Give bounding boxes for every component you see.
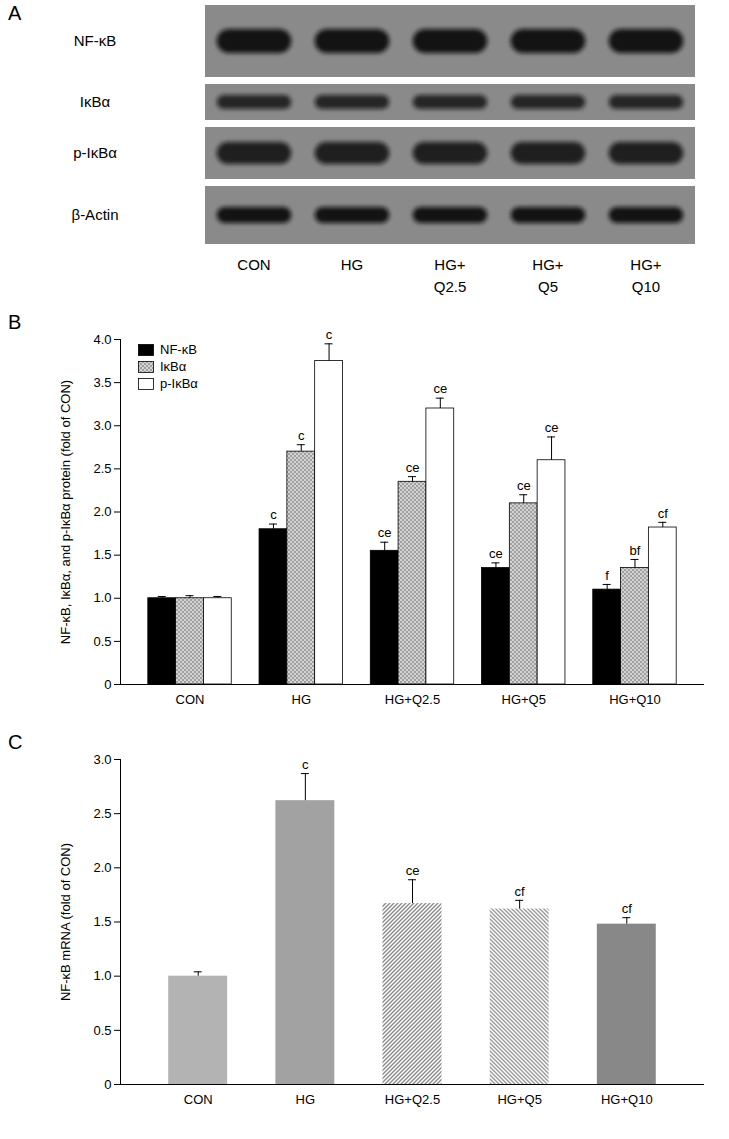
- svg-text:cf: cf: [515, 883, 526, 898]
- svg-text:Q5: Q5: [538, 278, 558, 295]
- svg-text:ce: ce: [433, 381, 447, 396]
- html-text:A: A: [8, 2, 22, 24]
- svg-text:0: 0: [104, 677, 111, 692]
- svg-text:ce: ce: [406, 863, 420, 878]
- svg-text:HG+Q10: HG+Q10: [601, 1092, 653, 1107]
- svg-text:HG+: HG+: [532, 256, 564, 273]
- svg-text:NF-κB: NF-κB: [74, 32, 117, 49]
- svg-text:HG+Q5: HG+Q5: [502, 692, 546, 707]
- svg-text:HG: HG: [292, 692, 312, 707]
- svg-text:Q10: Q10: [632, 278, 660, 295]
- svg-text:HG+Q10: HG+Q10: [609, 692, 661, 707]
- svg-text:cf: cf: [622, 901, 633, 916]
- html-text:IκBα: IκBα: [160, 359, 187, 374]
- svg-text:Q2.5: Q2.5: [434, 278, 467, 295]
- svg-text:NF-κB mRNA (fold of CON): NF-κB mRNA (fold of CON): [58, 843, 73, 1001]
- svg-text:CON: CON: [176, 692, 205, 707]
- svg-text:c: c: [302, 757, 309, 772]
- svg-text:cf: cf: [658, 506, 669, 521]
- svg-text:1.5: 1.5: [93, 914, 111, 929]
- svg-text:ce: ce: [489, 546, 503, 561]
- svg-text:ce: ce: [378, 525, 392, 540]
- html-text:p-IκBα: p-IκBα: [160, 376, 198, 391]
- svg-text:c: c: [270, 507, 277, 522]
- svg-text:CON: CON: [237, 256, 270, 273]
- svg-text:HG: HG: [296, 1092, 316, 1107]
- svg-text:NF-κB, IκBα, and p-IκBα protei: NF-κB, IκBα, and p-IκBα protein (fold of…: [58, 380, 73, 644]
- svg-text:HG+Q2.5: HG+Q2.5: [385, 1092, 440, 1107]
- html-text:C: C: [8, 731, 23, 753]
- svg-text:HG+: HG+: [630, 256, 662, 273]
- html-text:B: B: [8, 311, 22, 333]
- svg-text:1.0: 1.0: [93, 968, 111, 983]
- svg-text:2.0: 2.0: [93, 860, 111, 875]
- svg-text:ce: ce: [545, 420, 559, 435]
- svg-text:0: 0: [104, 1077, 111, 1092]
- svg-text:c: c: [326, 327, 333, 342]
- svg-text:bf: bf: [630, 543, 641, 558]
- svg-text:IκBα: IκBα: [80, 93, 111, 110]
- svg-text:1.5: 1.5: [93, 547, 111, 562]
- svg-text:1.0: 1.0: [93, 590, 111, 605]
- svg-text:p-IκBα: p-IκBα: [73, 144, 117, 161]
- svg-text:2.5: 2.5: [93, 806, 111, 821]
- svg-text:3.0: 3.0: [93, 418, 111, 433]
- svg-text:4.0: 4.0: [93, 332, 111, 347]
- svg-text:β-Actin: β-Actin: [72, 206, 119, 223]
- svg-text:0.5: 0.5: [93, 634, 111, 649]
- svg-text:HG+Q2.5: HG+Q2.5: [385, 692, 440, 707]
- svg-text:CON: CON: [184, 1092, 213, 1107]
- svg-text:2.0: 2.0: [93, 504, 111, 519]
- html-text:NF-κB: NF-κB: [160, 342, 197, 357]
- svg-text:HG: HG: [341, 256, 364, 273]
- svg-text:ce: ce: [406, 460, 420, 475]
- svg-text:HG+Q5: HG+Q5: [497, 1092, 541, 1107]
- svg-text:2.5: 2.5: [93, 461, 111, 476]
- svg-text:ce: ce: [517, 478, 531, 493]
- svg-text:HG+: HG+: [434, 256, 466, 273]
- svg-text:c: c: [298, 428, 305, 443]
- svg-text:3.5: 3.5: [93, 375, 111, 390]
- svg-text:0.5: 0.5: [93, 1022, 111, 1037]
- svg-text:f: f: [605, 568, 609, 583]
- svg-text:3.0: 3.0: [93, 752, 111, 767]
